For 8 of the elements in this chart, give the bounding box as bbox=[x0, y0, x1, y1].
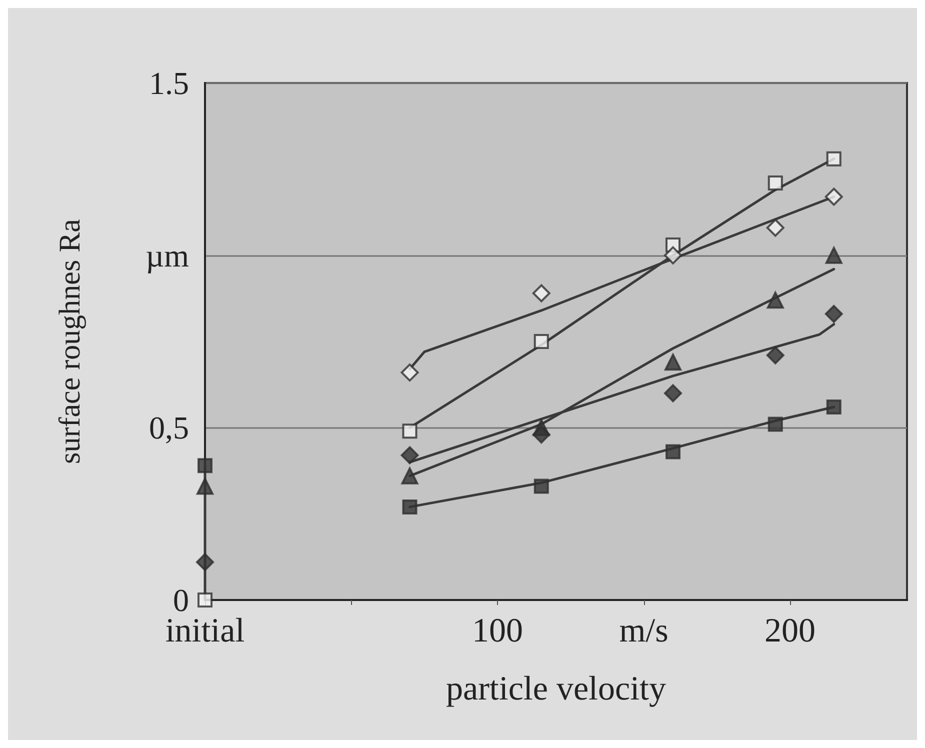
y-tick-label: 0,5 bbox=[149, 410, 189, 446]
y-tick-label: 1.5 bbox=[149, 65, 189, 101]
x-tick-label: 200 bbox=[764, 612, 816, 650]
x-axis-title: particle velocity bbox=[446, 670, 666, 708]
y-axis-title: surface roughnes Ra bbox=[54, 219, 86, 464]
x-tick-label: m/s bbox=[619, 612, 668, 650]
x-tick-label: 100 bbox=[472, 612, 523, 650]
y-tick-label: µm bbox=[146, 237, 190, 274]
